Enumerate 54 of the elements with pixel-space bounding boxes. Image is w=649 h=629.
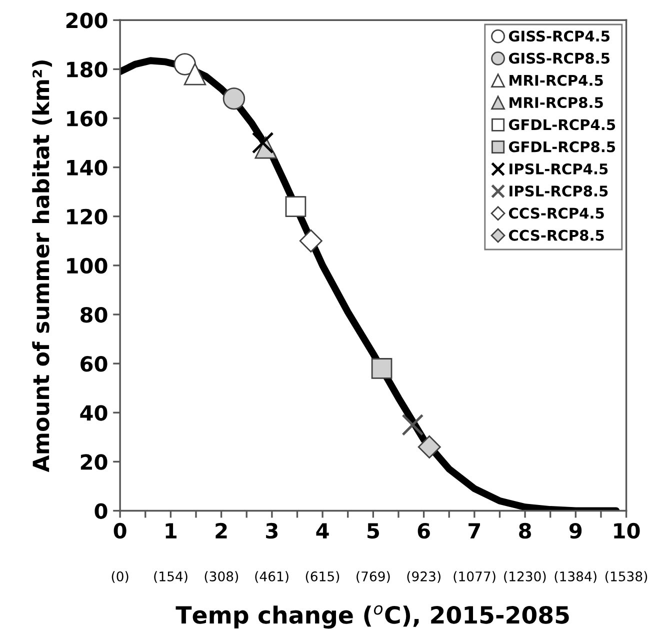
x2-tick-label: (1538) bbox=[605, 571, 648, 583]
point bbox=[222, 88, 246, 110]
x-axis-title: Temp change ($^{o}$C), 2015-2085 bbox=[176, 605, 569, 629]
x2-tick-label: (154) bbox=[154, 571, 188, 583]
x2-tick-label: (461) bbox=[255, 571, 288, 583]
legend-label: IPSL-RCP8.5 bbox=[510, 186, 608, 197]
point bbox=[174, 53, 196, 76]
legend-label: GISS-RCP8.5 bbox=[508, 52, 610, 64]
x-tick-label: 4 bbox=[316, 523, 329, 538]
x2-tick-label: (1230) bbox=[504, 571, 546, 583]
y-tick-label: 200 bbox=[66, 12, 108, 28]
point bbox=[371, 358, 392, 379]
legend-label: MRI-RCP8.5 bbox=[510, 97, 603, 108]
x-tick-label: 6 bbox=[418, 522, 430, 539]
x2-tick-label: (1077) bbox=[454, 571, 496, 583]
x-tick-label: 5 bbox=[368, 523, 379, 539]
legend-label: CCS-RCP8.5 bbox=[508, 230, 604, 241]
y-tick-label: 160 bbox=[67, 110, 108, 126]
y-tick-label: 180 bbox=[67, 62, 108, 78]
x-tick-label: 0 bbox=[114, 522, 126, 539]
y-tick-label: 140 bbox=[67, 160, 108, 176]
x-tick-label: 9 bbox=[569, 522, 582, 539]
point bbox=[299, 229, 322, 252]
y-tick-label: 20 bbox=[80, 454, 108, 470]
y-tick-label: 40 bbox=[80, 405, 108, 421]
y-tick-label: 60 bbox=[80, 356, 108, 372]
y-tick-label: 80 bbox=[80, 306, 108, 323]
point bbox=[184, 62, 206, 86]
point bbox=[402, 414, 424, 436]
x2-tick-label: (769) bbox=[356, 571, 390, 583]
x-tick-label: 10 bbox=[614, 522, 640, 539]
point bbox=[418, 435, 441, 458]
legend-label: MRI-RCP4.5 bbox=[510, 74, 603, 86]
x2-tick-label: (1384) bbox=[554, 571, 596, 583]
y-axis-title: Amount of summer habitat (km²) bbox=[32, 60, 52, 472]
y-tick-label: 100 bbox=[67, 258, 108, 274]
legend-label: GFDL-RCP4.5 bbox=[508, 119, 616, 130]
legend-label: IPSL-RCP4.5 bbox=[510, 163, 608, 174]
point bbox=[285, 196, 306, 217]
x-tick-label: 1 bbox=[166, 523, 176, 538]
y-tick-label: 0 bbox=[94, 503, 108, 519]
x-tick-label: 7 bbox=[468, 523, 480, 538]
x-tick-label: 8 bbox=[519, 522, 531, 539]
point bbox=[252, 132, 274, 154]
legend-label: GISS-RCP4.5 bbox=[508, 30, 610, 42]
x2-tick-label: (308) bbox=[204, 571, 238, 583]
y-tick-label: 120 bbox=[67, 208, 108, 225]
x2-tick-label: (615) bbox=[306, 571, 340, 583]
x2-tick-label: (923) bbox=[407, 571, 440, 583]
x-tick-label: 3 bbox=[266, 522, 278, 539]
legend-label: GFDL-RCP8.5 bbox=[508, 141, 616, 152]
x2-tick-label: (0) bbox=[112, 571, 128, 583]
x-tick-label: 2 bbox=[216, 522, 227, 538]
legend-label: CCS-RCP4.5 bbox=[508, 208, 604, 219]
